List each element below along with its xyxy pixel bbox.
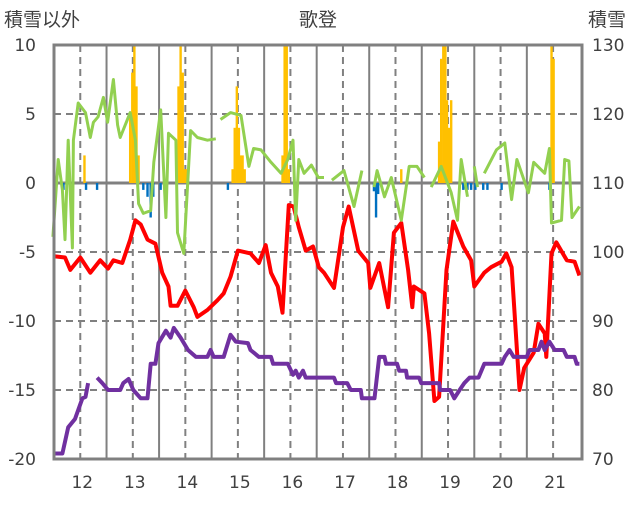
blue-bar bbox=[376, 183, 380, 195]
orange-bar bbox=[239, 155, 242, 183]
blue-bar bbox=[474, 183, 477, 190]
chart-title: 歌登 bbox=[299, 9, 337, 31]
orange-bar bbox=[447, 127, 451, 183]
left-tick-label: 5 bbox=[25, 105, 36, 125]
orange-bar bbox=[137, 155, 140, 183]
orange-bar bbox=[128, 114, 132, 183]
blue-bar bbox=[469, 183, 473, 190]
right-axis-label: 積雪 bbox=[588, 9, 626, 31]
x-tick-label: 20 bbox=[492, 473, 514, 493]
right-tick-label: 90 bbox=[592, 312, 614, 332]
purple-series-line bbox=[52, 325, 580, 456]
x-tick-label: 19 bbox=[439, 473, 461, 493]
blue-bar bbox=[84, 183, 88, 190]
orange-bar bbox=[135, 86, 138, 183]
x-tick-label: 12 bbox=[71, 473, 93, 493]
orange-bar bbox=[83, 155, 86, 183]
blue-bar bbox=[466, 183, 469, 190]
x-tick-label: 21 bbox=[544, 473, 566, 493]
blue-bar bbox=[374, 183, 378, 218]
orange-bar bbox=[440, 58, 443, 183]
x-tick-label: 13 bbox=[124, 473, 146, 493]
blue-bar bbox=[226, 183, 230, 190]
orange-bar bbox=[133, 45, 136, 183]
blue-bar bbox=[462, 183, 465, 190]
x-tick-label: 16 bbox=[282, 473, 304, 493]
x-tick-label: 17 bbox=[334, 473, 356, 493]
orange-bar bbox=[185, 169, 188, 183]
tick-labels: 12 13 14 15 16 17 18 19 20 21 10 130 5 120 0 110 -5 100 -1… bbox=[8, 36, 624, 493]
orange-bar bbox=[233, 127, 236, 183]
orange-bar bbox=[449, 100, 453, 183]
right-tick-label: 70 bbox=[592, 450, 614, 470]
left-axis-label: 積雪以外 bbox=[4, 9, 80, 31]
orange-bar bbox=[437, 141, 441, 183]
blue-bar bbox=[142, 183, 145, 190]
left-tick-label: -15 bbox=[8, 381, 36, 401]
left-tick-label: 0 bbox=[25, 174, 36, 194]
blue-bar bbox=[482, 183, 485, 190]
green-series-line bbox=[51, 78, 581, 255]
x-tick-label: 14 bbox=[177, 473, 199, 493]
blue-bar bbox=[486, 183, 489, 190]
blue-bar bbox=[372, 183, 376, 192]
orange-bar bbox=[283, 45, 286, 183]
orange-bar bbox=[445, 100, 449, 183]
orange-bar bbox=[235, 86, 239, 183]
orange-bar bbox=[287, 169, 291, 183]
orange-bar bbox=[400, 169, 403, 183]
right-tick-label: 130 bbox=[592, 36, 624, 56]
red-series-line bbox=[52, 203, 582, 403]
blue-bar bbox=[146, 183, 149, 197]
orange-bar bbox=[179, 45, 182, 183]
right-tick-label: 120 bbox=[592, 105, 624, 125]
orange-bar bbox=[442, 45, 445, 183]
plot-frame bbox=[52, 43, 584, 461]
blue-bar bbox=[95, 183, 99, 190]
blue-bar bbox=[159, 183, 162, 190]
orange-bar bbox=[237, 127, 241, 183]
bars bbox=[62, 45, 555, 218]
orange-bar bbox=[177, 86, 180, 183]
orange-bar bbox=[550, 45, 553, 183]
right-tick-label: 80 bbox=[592, 381, 614, 401]
left-tick-label: -5 bbox=[19, 243, 36, 263]
orange-bar bbox=[285, 45, 288, 183]
x-tick-label: 15 bbox=[229, 473, 251, 493]
orange-bar bbox=[231, 169, 234, 183]
left-tick-label: 10 bbox=[14, 36, 36, 56]
right-tick-label: 110 bbox=[592, 174, 624, 194]
orange-bar bbox=[241, 155, 244, 183]
left-tick-label: -20 bbox=[8, 450, 36, 470]
series-lines bbox=[51, 78, 582, 456]
blue-bar bbox=[500, 183, 503, 190]
left-tick-label: -10 bbox=[8, 312, 36, 332]
blue-bar bbox=[62, 183, 65, 190]
orange-bar bbox=[552, 58, 555, 183]
orange-bar bbox=[243, 169, 246, 183]
x-tick-label: 18 bbox=[387, 473, 409, 493]
orange-bar bbox=[183, 169, 186, 183]
orange-bar bbox=[444, 45, 447, 183]
orange-bar bbox=[181, 72, 184, 183]
right-tick-label: 100 bbox=[592, 243, 624, 263]
